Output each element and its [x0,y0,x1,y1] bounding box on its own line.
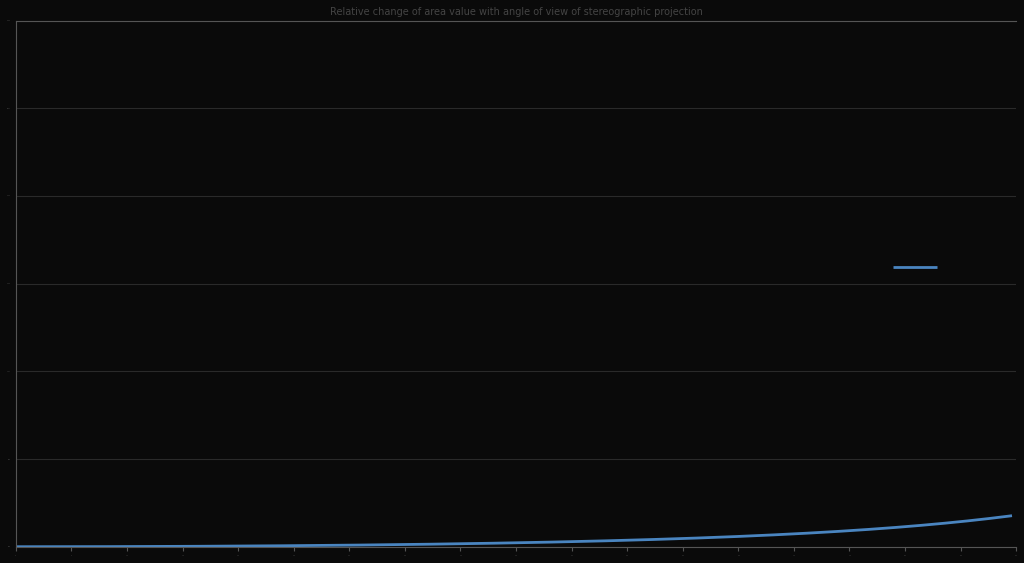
Title: Relative change of area value with angle of view of stereographic projection: Relative change of area value with angle… [330,7,702,17]
